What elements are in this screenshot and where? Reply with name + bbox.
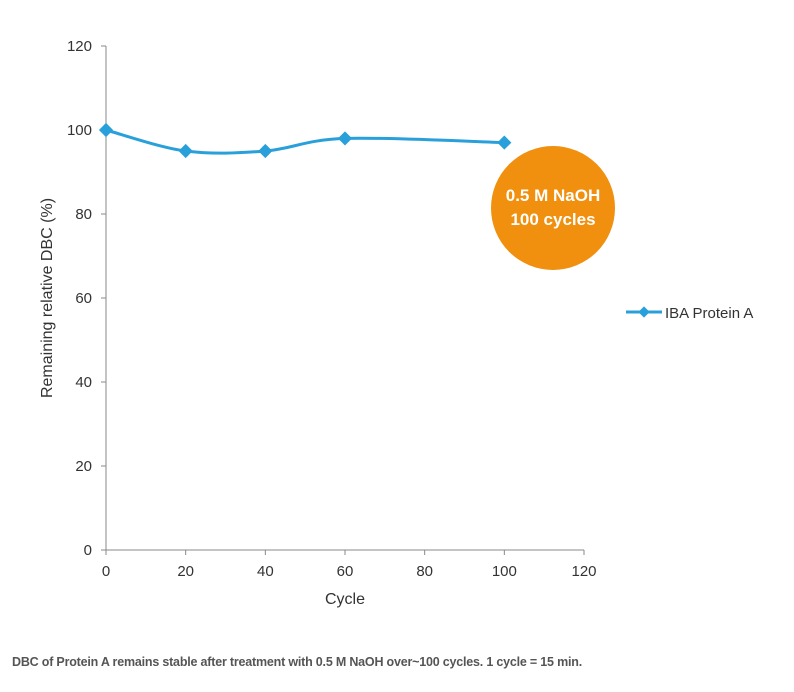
y-tick-label: 0 bbox=[84, 542, 92, 559]
annotation-circle bbox=[491, 146, 615, 270]
annotation-line2: 100 cycles bbox=[510, 210, 595, 229]
x-tick-label: 60 bbox=[337, 563, 354, 580]
x-tick-label: 0 bbox=[102, 563, 110, 580]
y-tick-label: 60 bbox=[75, 290, 92, 307]
data-point bbox=[258, 143, 273, 159]
data-point bbox=[497, 135, 512, 150]
figure-caption: DBC of Protein A remains stable after tr… bbox=[12, 655, 582, 669]
legend-marker bbox=[638, 306, 650, 318]
y-tick-label: 40 bbox=[75, 374, 92, 391]
x-tick-label: 120 bbox=[571, 563, 596, 580]
x-tick-label: 100 bbox=[492, 563, 517, 580]
y-tick-label: 120 bbox=[67, 38, 92, 55]
data-point bbox=[178, 143, 193, 159]
x-axis-label: Cycle bbox=[325, 591, 365, 608]
series-line bbox=[105, 128, 505, 155]
y-tick-label: 20 bbox=[75, 458, 92, 475]
legend-label: IBA Protein A bbox=[665, 305, 753, 322]
legend: IBA Protein A bbox=[626, 305, 753, 322]
chart: 0 20 40 60 80 100 120 0 20 40 60 80 100 120 Cycle Rem… bbox=[39, 38, 753, 608]
data-point bbox=[337, 131, 353, 146]
x-tick-label: 20 bbox=[177, 563, 194, 580]
annotation-line1: 0.5 M NaOH bbox=[506, 186, 600, 205]
nahoh-annotation: 0.5 M NaOH 100 cycles bbox=[491, 146, 615, 270]
x-tick-label: 40 bbox=[257, 563, 274, 580]
x-tick-label: 80 bbox=[416, 563, 433, 580]
data-point bbox=[98, 122, 114, 138]
y-tick-label: 80 bbox=[75, 206, 92, 223]
y-axis-label: Remaining relative DBC (%) bbox=[39, 198, 56, 398]
y-tick-label: 100 bbox=[67, 122, 92, 139]
